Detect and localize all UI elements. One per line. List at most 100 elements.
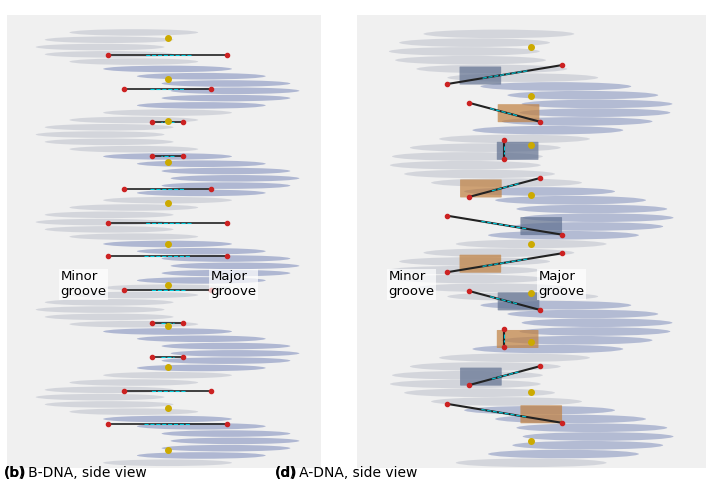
- FancyBboxPatch shape: [356, 15, 706, 468]
- FancyBboxPatch shape: [498, 292, 539, 310]
- Ellipse shape: [496, 414, 646, 424]
- Text: Minor
groove: Minor groove: [61, 270, 107, 298]
- FancyBboxPatch shape: [520, 217, 562, 235]
- Ellipse shape: [447, 292, 598, 301]
- Ellipse shape: [416, 283, 567, 292]
- Ellipse shape: [103, 153, 232, 160]
- Ellipse shape: [424, 30, 574, 38]
- Text: Major
groove: Major groove: [210, 270, 257, 298]
- Text: (d): (d): [275, 466, 297, 480]
- Ellipse shape: [473, 126, 623, 134]
- Ellipse shape: [431, 179, 582, 187]
- Ellipse shape: [103, 372, 232, 379]
- Ellipse shape: [399, 38, 550, 47]
- Ellipse shape: [431, 397, 582, 406]
- Ellipse shape: [395, 275, 546, 283]
- Ellipse shape: [103, 328, 232, 335]
- FancyBboxPatch shape: [520, 405, 562, 423]
- Ellipse shape: [390, 380, 540, 388]
- Ellipse shape: [404, 170, 555, 178]
- Ellipse shape: [45, 124, 173, 131]
- Ellipse shape: [170, 175, 299, 182]
- Ellipse shape: [410, 362, 560, 371]
- Ellipse shape: [45, 313, 173, 320]
- FancyBboxPatch shape: [497, 142, 538, 160]
- Ellipse shape: [502, 117, 652, 126]
- Ellipse shape: [45, 51, 173, 58]
- Ellipse shape: [162, 95, 290, 102]
- Ellipse shape: [69, 292, 198, 298]
- Ellipse shape: [392, 371, 543, 380]
- Ellipse shape: [36, 306, 165, 313]
- Ellipse shape: [103, 459, 232, 466]
- Ellipse shape: [404, 388, 555, 397]
- Ellipse shape: [439, 354, 590, 362]
- Ellipse shape: [520, 108, 670, 117]
- Ellipse shape: [488, 450, 639, 458]
- Text: (b) B-DNA, side view: (b) B-DNA, side view: [4, 466, 146, 480]
- Ellipse shape: [516, 424, 667, 432]
- Text: (d) A-DNA, side view: (d) A-DNA, side view: [275, 466, 417, 480]
- Ellipse shape: [69, 379, 198, 386]
- Ellipse shape: [69, 233, 198, 240]
- Ellipse shape: [69, 204, 198, 211]
- Ellipse shape: [170, 350, 299, 357]
- Ellipse shape: [522, 100, 672, 108]
- Ellipse shape: [170, 438, 299, 444]
- FancyBboxPatch shape: [459, 66, 501, 85]
- Ellipse shape: [389, 266, 540, 275]
- Ellipse shape: [137, 73, 266, 79]
- Ellipse shape: [416, 64, 567, 73]
- Ellipse shape: [522, 318, 672, 327]
- Ellipse shape: [45, 401, 173, 408]
- Ellipse shape: [516, 205, 667, 213]
- Ellipse shape: [456, 239, 607, 248]
- Ellipse shape: [36, 219, 165, 225]
- Ellipse shape: [103, 197, 232, 204]
- Ellipse shape: [137, 336, 266, 342]
- Ellipse shape: [103, 65, 232, 72]
- Ellipse shape: [162, 343, 290, 350]
- Ellipse shape: [464, 406, 615, 414]
- Ellipse shape: [103, 284, 232, 291]
- Ellipse shape: [137, 248, 266, 255]
- Ellipse shape: [162, 167, 290, 175]
- Ellipse shape: [137, 423, 266, 430]
- Ellipse shape: [389, 47, 540, 56]
- Ellipse shape: [103, 240, 232, 247]
- Ellipse shape: [447, 73, 598, 82]
- Ellipse shape: [424, 248, 574, 257]
- Ellipse shape: [170, 263, 299, 269]
- Ellipse shape: [45, 138, 173, 145]
- Ellipse shape: [513, 222, 663, 231]
- Text: Minor
groove: Minor groove: [389, 270, 435, 298]
- Ellipse shape: [103, 109, 232, 116]
- Ellipse shape: [69, 58, 198, 65]
- Ellipse shape: [103, 415, 232, 423]
- Ellipse shape: [137, 277, 266, 284]
- Ellipse shape: [45, 211, 173, 218]
- Ellipse shape: [69, 321, 198, 327]
- Ellipse shape: [45, 299, 173, 306]
- Ellipse shape: [69, 408, 198, 415]
- Ellipse shape: [390, 161, 540, 170]
- Ellipse shape: [137, 365, 266, 371]
- Ellipse shape: [520, 327, 670, 336]
- Ellipse shape: [36, 44, 165, 50]
- Ellipse shape: [45, 36, 173, 43]
- Ellipse shape: [36, 394, 165, 400]
- Ellipse shape: [137, 452, 266, 459]
- Ellipse shape: [170, 88, 299, 94]
- Ellipse shape: [137, 160, 266, 167]
- Ellipse shape: [481, 301, 631, 309]
- Ellipse shape: [399, 257, 550, 266]
- Ellipse shape: [496, 196, 646, 205]
- Ellipse shape: [502, 336, 652, 345]
- Ellipse shape: [523, 213, 674, 222]
- Ellipse shape: [45, 226, 173, 233]
- Ellipse shape: [69, 146, 198, 152]
- Ellipse shape: [395, 56, 546, 64]
- Ellipse shape: [45, 386, 173, 393]
- FancyBboxPatch shape: [7, 15, 321, 468]
- Ellipse shape: [69, 29, 198, 36]
